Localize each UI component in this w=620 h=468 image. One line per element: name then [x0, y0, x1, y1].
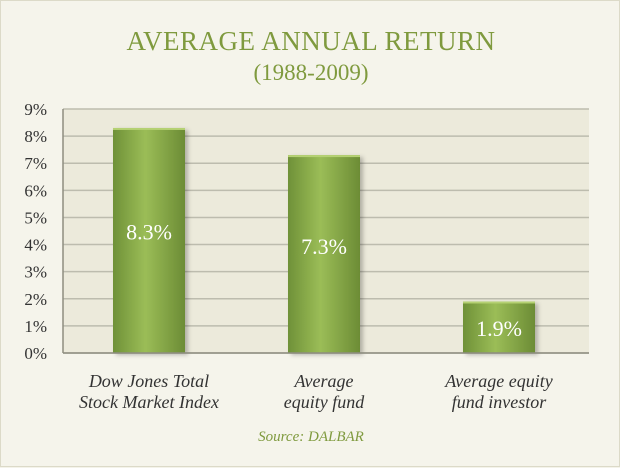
- bar: [113, 127, 185, 353]
- chart-subtitle: (1988-2009): [253, 60, 369, 85]
- y-tick-label: 9%: [24, 100, 47, 119]
- source-note: Source: DALBAR: [258, 429, 364, 445]
- bar-value-label: 8.3%: [126, 219, 172, 244]
- bar: [463, 301, 535, 353]
- bar-value-label: 7.3%: [301, 234, 347, 259]
- x-category-label: Average equity fund: [283, 371, 365, 412]
- x-category-label: Average equity fund investor: [445, 371, 553, 412]
- y-tick-label: 0%: [24, 344, 47, 363]
- y-tick-label: 6%: [24, 181, 47, 200]
- chart-title: AVERAGE ANNUAL RETURN: [126, 26, 496, 56]
- y-tick-label: 4%: [24, 236, 47, 255]
- bar-top-highlight: [113, 127, 185, 130]
- y-tick-label: 5%: [24, 208, 47, 227]
- bar: [288, 155, 360, 353]
- bar-top-highlight: [463, 301, 535, 304]
- y-tick-label: 8%: [24, 127, 47, 146]
- bar-top-highlight: [288, 155, 360, 158]
- x-category-label: Dow Jones Total Stock Market Index: [79, 371, 219, 412]
- y-tick-label: 1%: [24, 317, 47, 336]
- bar-value-label: 1.9%: [476, 316, 522, 341]
- y-tick-label: 2%: [24, 290, 47, 309]
- y-tick-label: 7%: [24, 154, 47, 173]
- y-tick-label: 3%: [24, 263, 47, 282]
